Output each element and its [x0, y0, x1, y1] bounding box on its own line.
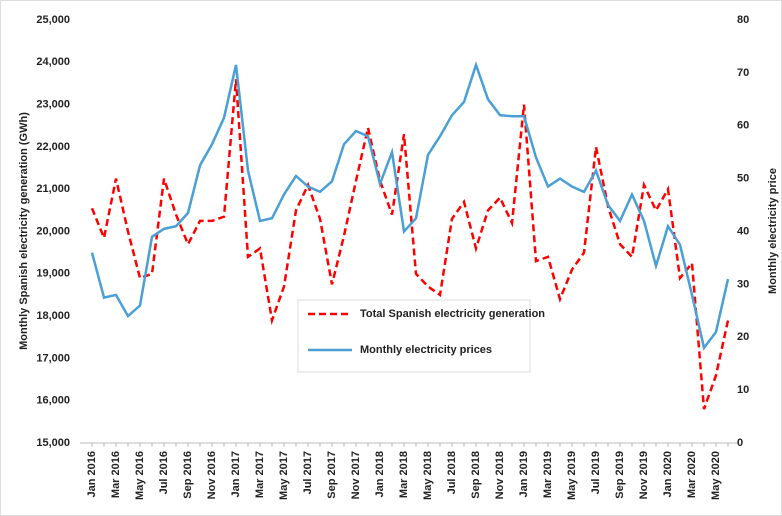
y-tick-label: 17,000	[36, 352, 70, 364]
y-axis-label: Monthly Spanish electricity generation (…	[18, 112, 30, 350]
y-tick-label: 19,000	[36, 268, 70, 280]
legend	[297, 299, 531, 373]
y2-tick-label: 80	[737, 14, 749, 26]
x-tick-label: May 2017	[278, 451, 290, 500]
y2-tick-label: 0	[737, 437, 743, 449]
y-tick-label: 23,000	[36, 99, 70, 111]
x-tick-label: May 2018	[422, 451, 434, 500]
x-tick-label: May 2019	[566, 451, 578, 500]
y-tick-label: 24,000	[36, 56, 70, 68]
legend-label: Monthly electricity prices	[360, 344, 492, 356]
x-tick-label: Jul 2017	[302, 451, 314, 494]
x-tick-label: Mar 2019	[542, 451, 554, 498]
x-tick-label: Jan 2019	[518, 451, 530, 497]
x-tick-label: Mar 2018	[398, 451, 410, 498]
x-tick-label: Sep 2017	[326, 451, 338, 499]
x-tick-label: Sep 2019	[614, 451, 626, 499]
x-tick-label: Jan 2020	[662, 451, 674, 497]
x-tick-label: Nov 2016	[206, 451, 218, 499]
y-tick-label: 25,000	[36, 14, 70, 26]
x-tick-label: Jan 2016	[86, 451, 98, 497]
series-line	[90, 79, 730, 410]
y-tick-label: 16,000	[36, 395, 70, 407]
series-line	[90, 61, 730, 351]
y-tick-label: 22,000	[36, 141, 70, 153]
y2-tick-label: 50	[737, 173, 749, 185]
x-tick-label: Nov 2017	[350, 451, 362, 499]
y-tick-label: 20,000	[36, 225, 70, 237]
x-tick-label: May 2016	[134, 451, 146, 500]
y2-tick-label: 40	[737, 225, 749, 237]
y-tick-label: 21,000	[36, 183, 70, 195]
y2-tick-label: 20	[737, 331, 749, 343]
x-tick-label: Mar 2020	[686, 451, 698, 498]
y2-tick-label: 10	[737, 384, 749, 396]
x-tick-label: Nov 2019	[638, 451, 650, 499]
x-tick-label: May 2020	[710, 451, 722, 500]
x-tick-label: Jan 2018	[374, 451, 386, 497]
x-tick-label: Mar 2016	[110, 451, 122, 498]
x-tick-label: Jan 2017	[230, 451, 242, 497]
y-tick-label: 15,000	[36, 437, 70, 449]
x-tick-label: Sep 2018	[470, 451, 482, 499]
x-tick-label: Sep 2016	[182, 451, 194, 499]
y2-tick-label: 30	[737, 278, 749, 290]
y2-tick-label: 60	[737, 120, 749, 132]
legend-label: Total Spanish electricity generation	[360, 308, 545, 320]
x-tick-label: Nov 2018	[494, 451, 506, 499]
y2-tick-label: 70	[737, 67, 749, 79]
y-tick-label: 18,000	[36, 310, 70, 322]
x-tick-label: Jul 2016	[158, 451, 170, 494]
x-tick-label: Jul 2018	[446, 451, 458, 494]
y2-axis-label: Monthly electricity price	[767, 168, 779, 294]
x-tick-label: Jul 2019	[590, 451, 602, 494]
x-tick-label: Mar 2017	[254, 451, 266, 498]
